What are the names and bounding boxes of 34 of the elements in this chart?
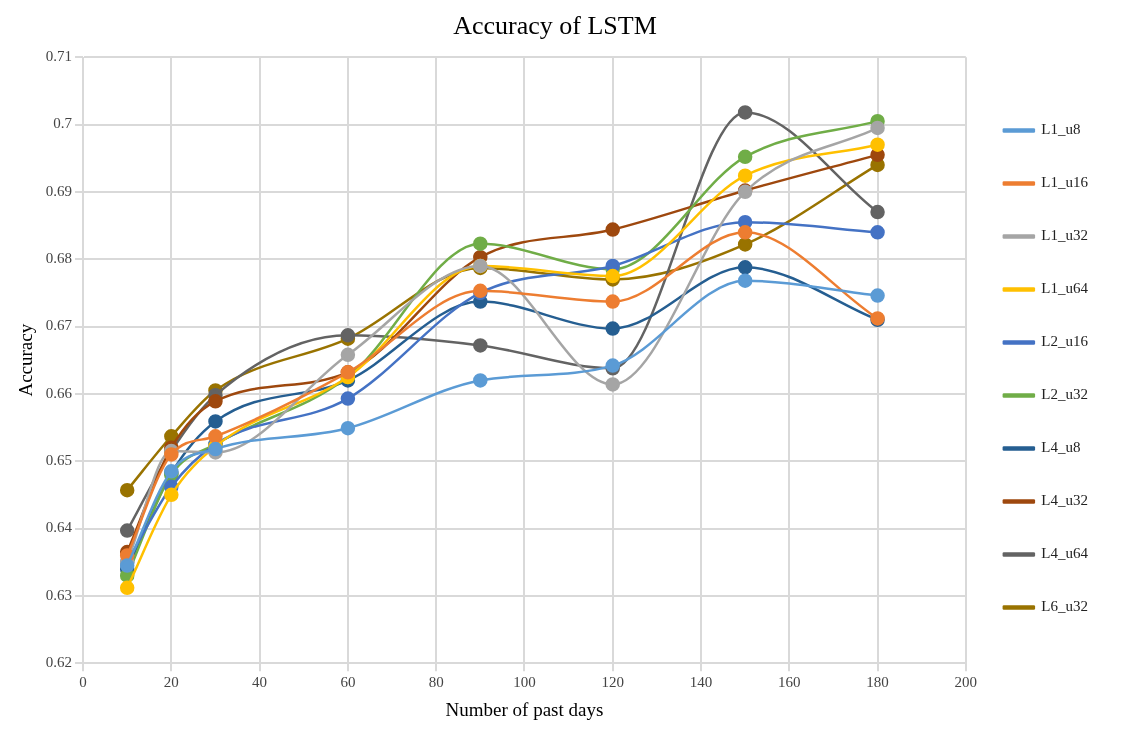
y-tick-label: 0.62 [45, 654, 73, 671]
y-tick-label: 0.67 [45, 317, 73, 334]
y-tick-label: 0.65 [45, 452, 73, 469]
y-axis-title: Accuracy [15, 323, 37, 397]
legend-label: L4_u64 [1041, 545, 1089, 562]
legend-label: L1_u32 [1041, 227, 1089, 244]
x-tick-label: 140 [689, 674, 713, 691]
legend-label: L4_u32 [1041, 492, 1089, 509]
legend-label: L2_u32 [1041, 386, 1089, 403]
y-tick-label: 0.71 [45, 48, 73, 65]
x-axis-title: Number of past days [445, 698, 604, 720]
legend-label: L6_u32 [1041, 598, 1089, 615]
y-tick-label: 0.68 [45, 250, 73, 267]
x-tick-label: 200 [954, 674, 978, 691]
x-tick-label: 120 [601, 674, 624, 691]
x-tick-label: 100 [513, 674, 536, 691]
y-tick-label: 0.63 [45, 586, 73, 603]
x-tick-label: 160 [778, 674, 801, 691]
legend-label: L1_u16 [1041, 174, 1089, 191]
chart-title: Accuracy of LSTM [453, 11, 657, 41]
x-tick-label: 80 [428, 674, 444, 691]
x-tick-label: 20 [163, 674, 179, 691]
legend-label: L4_u8 [1041, 439, 1081, 456]
legend-label: L1_u8 [1041, 121, 1081, 138]
y-tick-label: 0.69 [45, 182, 73, 199]
x-tick-label: 60 [340, 674, 356, 691]
x-tick-label: 180 [866, 674, 889, 691]
x-tick-label: 40 [252, 674, 268, 691]
y-tick-label: 0.64 [45, 519, 73, 536]
x-tick-label: 0 [79, 674, 87, 691]
legend-label: L2_u16 [1041, 333, 1089, 350]
y-tick-label: 0.66 [45, 384, 73, 401]
y-tick-label: 0.7 [53, 115, 73, 132]
legend-label: L1_u64 [1041, 280, 1089, 297]
